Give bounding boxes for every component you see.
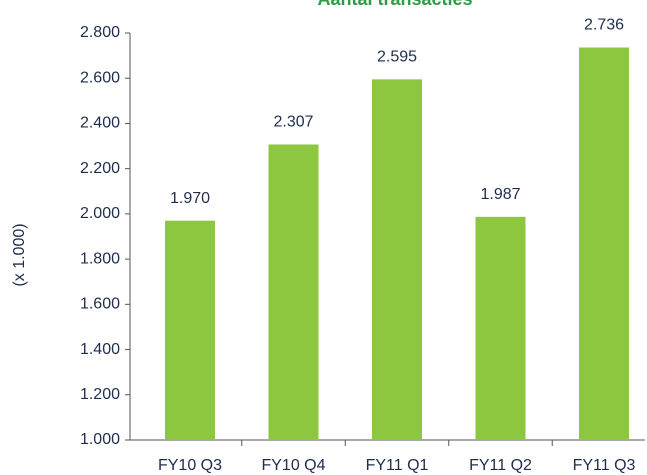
y-tick-label: 2.000 (80, 205, 120, 222)
bar (579, 47, 629, 441)
value-label: 2.307 (273, 114, 313, 131)
y-tick-label: 1.200 (80, 386, 120, 403)
y-tick-label: 2.200 (80, 160, 120, 177)
y-tick-label: 1.600 (80, 296, 120, 313)
y-tick-label: 1.800 (80, 250, 120, 267)
bar (165, 220, 215, 440)
y-tick-label: 1.000 (80, 431, 120, 448)
x-tick-label: FY11 Q3 (573, 457, 636, 474)
x-tick-label: FY11 Q1 (366, 457, 429, 474)
bar (268, 144, 319, 440)
x-tick-label: FY10 Q3 (158, 457, 222, 474)
y-tick-label: 2.800 (80, 24, 120, 41)
x-tick-label: FY10 Q4 (261, 457, 325, 474)
y-tick-label: 2.600 (80, 69, 120, 86)
bar (372, 79, 422, 440)
value-label: 2.736 (584, 17, 624, 34)
value-label: 1.970 (170, 190, 210, 207)
value-label: 1.987 (480, 186, 520, 203)
value-label: 2.595 (377, 49, 417, 66)
y-tick-label: 2.400 (80, 115, 120, 132)
bar (475, 216, 526, 440)
y-tick-label: 1.400 (80, 341, 120, 358)
chart-title: Aantal transacties (317, 0, 472, 9)
y-axis-label: (x 1.000) (11, 223, 28, 286)
x-tick-label: FY11 Q2 (469, 457, 532, 474)
